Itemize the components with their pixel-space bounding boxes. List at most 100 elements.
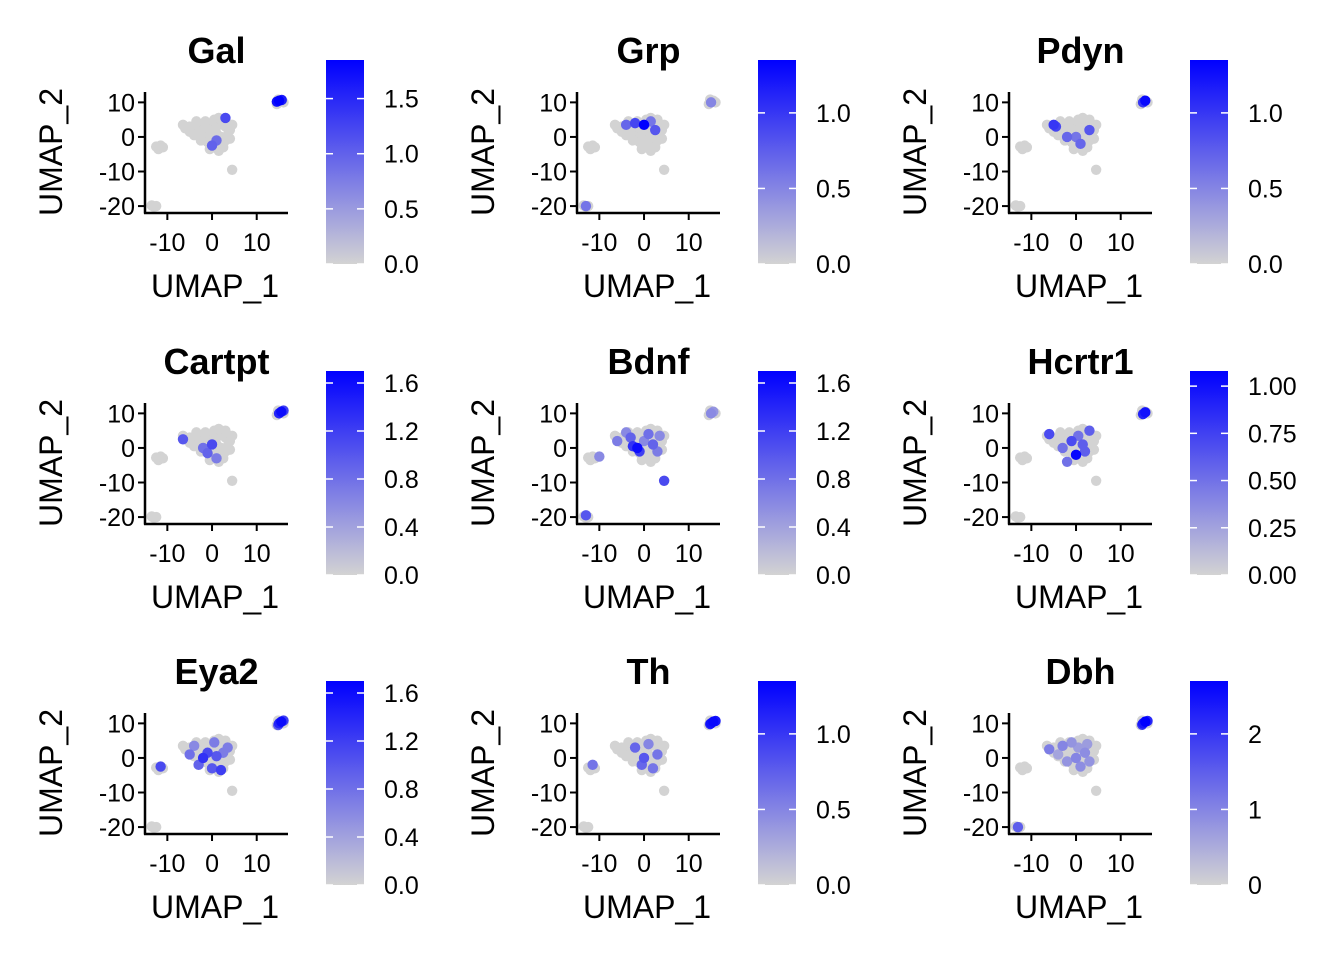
- expression-point: [658, 475, 670, 486]
- expression-point: [197, 752, 209, 764]
- colorbar-tick-label: 0.0: [1248, 251, 1283, 279]
- expression-point: [1061, 756, 1073, 767]
- colorbar-tick-label: 1.6: [384, 370, 419, 398]
- colorbar: [758, 60, 796, 264]
- y-axis-title: UMAP_2: [897, 399, 933, 527]
- expression-point: [1066, 737, 1077, 748]
- background-cell-point: [1014, 141, 1026, 152]
- colorbar-tick-label: 1: [1248, 796, 1262, 824]
- colorbar-tick-label: 1.2: [384, 728, 419, 756]
- background-cell-point: [177, 119, 189, 131]
- expression-point: [1079, 747, 1091, 758]
- y-tick-label: 0: [121, 745, 135, 773]
- background-cell-point: [191, 116, 202, 127]
- y-tick-label: 0: [553, 435, 567, 463]
- x-axis-title: UMAP_1: [1015, 268, 1143, 304]
- expression-point: [580, 510, 592, 521]
- y-tick-label: 10: [971, 400, 999, 428]
- expression-point: [638, 119, 650, 131]
- expression-point: [647, 763, 659, 774]
- x-axis-title: UMAP_1: [1015, 889, 1143, 925]
- panel-title: Eya2: [174, 651, 258, 692]
- colorbar-tick-label: 1.5: [384, 86, 419, 114]
- panel-bdnf: Bdnf -20 -10 0 10 -10 0 10 UMAP_1 UMAP_2 0.0 0.4 0.8…: [465, 341, 851, 615]
- panel-title: Grp: [616, 30, 680, 71]
- expression-point: [647, 439, 659, 450]
- colorbar-tick-label: 1.0: [1248, 100, 1283, 128]
- y-axis-title: UMAP_2: [465, 399, 501, 527]
- background-cell-point: [1088, 444, 1100, 455]
- x-tick-label: 0: [637, 850, 651, 878]
- expression-point: [155, 761, 166, 772]
- y-tick-label: -20: [963, 504, 999, 532]
- background-cell-point: [218, 142, 229, 153]
- x-axis-title: UMAP_1: [583, 268, 711, 304]
- y-tick-label: -20: [531, 193, 567, 221]
- x-tick-label: 10: [243, 540, 271, 568]
- expression-point: [215, 764, 227, 776]
- background-cell-point: [1088, 133, 1100, 144]
- x-tick-label: -10: [581, 850, 617, 878]
- expression-point: [629, 742, 641, 753]
- expression-point: [1057, 442, 1068, 454]
- expression-point: [625, 432, 636, 443]
- y-tick-label: -10: [963, 780, 999, 808]
- expression-point: [705, 408, 717, 419]
- y-tick-label: 10: [107, 400, 135, 428]
- expression-point: [184, 749, 195, 760]
- expression-point: [632, 442, 643, 454]
- x-tick-label: 0: [205, 540, 219, 568]
- background-cell-point: [1090, 475, 1102, 486]
- x-tick-label: -10: [149, 229, 185, 257]
- x-tick-label: 10: [1107, 540, 1135, 568]
- y-axis-title: UMAP_2: [465, 88, 501, 216]
- colorbar-tick-label: 1.2: [384, 418, 419, 446]
- y-tick-label: 10: [107, 710, 135, 738]
- background-cell-point: [636, 454, 647, 466]
- y-tick-label: -20: [99, 814, 135, 842]
- colorbar: [326, 371, 364, 575]
- y-tick-label: 10: [539, 400, 567, 428]
- background-cell-point: [616, 747, 627, 758]
- background-cell-point: [200, 116, 211, 127]
- background-cell-point: [1014, 452, 1026, 463]
- colorbar-tick-label: 1.6: [816, 370, 851, 398]
- x-axis-title: UMAP_1: [1015, 579, 1143, 615]
- expression-point: [1048, 119, 1059, 131]
- y-tick-label: 0: [553, 124, 567, 152]
- panel-title: Dbh: [1046, 651, 1116, 692]
- expression-point: [1012, 821, 1024, 833]
- expression-point: [1061, 456, 1073, 467]
- y-axis-title: UMAP_2: [465, 709, 501, 837]
- expression-point: [211, 751, 222, 762]
- background-cell-point: [609, 740, 621, 752]
- y-tick-label: -10: [531, 159, 567, 187]
- y-axis-title: UMAP_2: [897, 709, 933, 837]
- colorbar: [326, 60, 364, 264]
- y-tick-label: 0: [553, 745, 567, 773]
- colorbar-tick-label: 0.0: [384, 562, 419, 590]
- y-axis-title: UMAP_2: [33, 88, 69, 216]
- panel-pdyn: Pdyn -20 -10 0 10 -10 0 10 UMAP_1 UMAP_2 0.0 0.5 1.0: [897, 30, 1283, 304]
- background-cell-point: [1048, 437, 1059, 448]
- panel-title: Hcrtr1: [1027, 341, 1133, 382]
- y-tick-label: -10: [99, 470, 135, 498]
- background-cell-point: [177, 740, 189, 752]
- x-tick-label: -10: [1013, 229, 1049, 257]
- expression-point: [177, 434, 189, 445]
- expression-point: [206, 140, 218, 151]
- x-tick-label: 0: [637, 540, 651, 568]
- colorbar-tick-label: 0.5: [816, 796, 851, 824]
- expression-point: [209, 737, 220, 748]
- x-tick-label: -10: [149, 540, 185, 568]
- expression-point: [654, 430, 665, 442]
- expression-point: [612, 435, 623, 447]
- background-cell-point: [1064, 427, 1075, 438]
- background-cell-point: [226, 430, 238, 442]
- expression-point: [705, 97, 717, 108]
- y-tick-label: -20: [99, 193, 135, 221]
- y-tick-label: -10: [99, 780, 135, 808]
- colorbar-tick-label: 0.8: [384, 466, 419, 494]
- x-tick-label: 10: [675, 540, 703, 568]
